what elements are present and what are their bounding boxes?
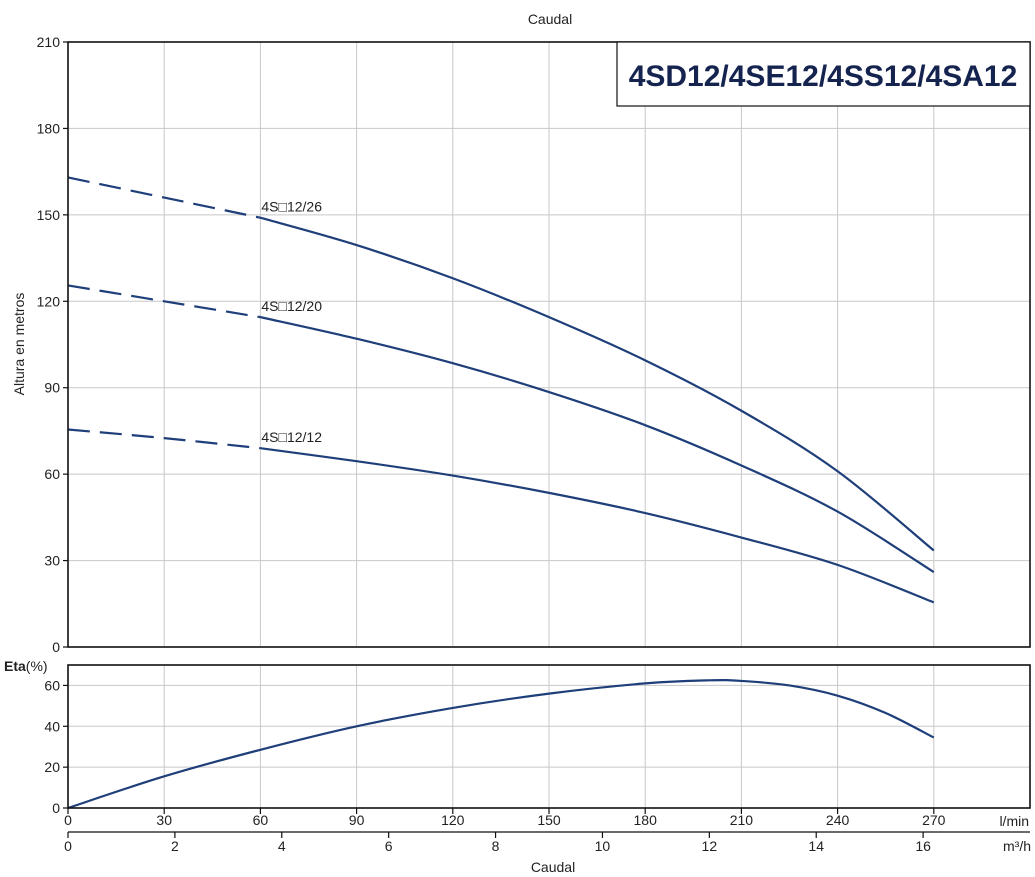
x-tick-label-lmin: 240 (826, 812, 850, 828)
eta-unit: (%) (26, 658, 48, 674)
head-curve-extrapolated (67, 176, 261, 219)
head-y-tick-label: 210 (37, 34, 61, 50)
efficiency-curve (67, 679, 935, 810)
efficiency-curves (67, 679, 935, 810)
head-y-tick-label: 150 (37, 207, 61, 223)
x-tick-label-lmin: 90 (349, 812, 365, 828)
head-y-ticks: 0 30 60 90 120 150 180 210 (37, 34, 68, 655)
x-tick-label-m3h: 14 (808, 838, 824, 854)
head-curve (260, 447, 935, 604)
x-axis-lmin: 0 30 60 90 120 150 180 210 240 270 l/min (64, 808, 1029, 829)
model-title: 4SD12/4SE12/4SS12/4SA12 (629, 60, 1018, 93)
head-curve (260, 316, 935, 574)
x-tick-label-m3h: 2 (171, 838, 179, 854)
eta-label: Eta (4, 658, 26, 674)
x-tick-label-lmin: 150 (537, 812, 561, 828)
x-tick-label-m3h: 4 (278, 838, 286, 854)
x-unit-m3h: m³/h (1003, 838, 1031, 854)
curve-label: 4S□12/12 (261, 429, 322, 445)
head-y-axis-title: Altura en metros (11, 293, 27, 396)
head-y-tick-label: 30 (44, 553, 60, 569)
head-curve-extrapolated (67, 428, 261, 450)
head-y-tick-label: 90 (44, 380, 60, 396)
x-tick-label-lmin: 270 (922, 812, 946, 828)
head-curves: 4S□12/26 4S□12/20 4S□12/12 (67, 176, 935, 604)
model-title-box (616, 41, 1031, 107)
head-curve (260, 216, 935, 552)
x-tick-label-lmin: 60 (253, 812, 269, 828)
x-tick-label-m3h: 0 (64, 838, 72, 854)
head-curve-extrapolated (67, 284, 261, 319)
top-axis-title: Caudal (528, 11, 572, 27)
bottom-axis-title: Caudal (531, 859, 575, 875)
x-tick-label-m3h: 10 (595, 838, 611, 854)
head-y-tick-label: 120 (37, 293, 61, 309)
efficiency-y-axis-title: Eta(%) (4, 658, 48, 674)
x-tick-label-m3h: 8 (492, 838, 500, 854)
eta-y-tick-label: 0 (52, 800, 60, 816)
eta-y-tick-label: 60 (44, 677, 60, 693)
head-y-tick-label: 0 (52, 639, 60, 655)
x-tick-label-lmin: 210 (730, 812, 754, 828)
head-chart-frame (67, 41, 1031, 648)
eta-y-tick-label: 20 (44, 759, 60, 775)
curve-label: 4S□12/26 (261, 199, 322, 215)
x-tick-label-lmin: 180 (634, 812, 658, 828)
head-chart-grid (68, 42, 1031, 647)
x-tick-label-m3h: 6 (385, 838, 393, 854)
eta-y-tick-label: 40 (44, 718, 60, 734)
head-y-tick-label: 60 (44, 466, 60, 482)
efficiency-y-ticks: 0 20 40 60 (44, 677, 68, 816)
x-unit-lmin: l/min (999, 813, 1029, 829)
x-tick-label-lmin: 0 (64, 812, 72, 828)
x-tick-label-m3h: 16 (915, 838, 931, 854)
head-y-tick-label: 180 (37, 120, 61, 136)
efficiency-chart-grid (68, 665, 1031, 808)
x-tick-label-m3h: 12 (702, 838, 718, 854)
x-tick-label-lmin: 30 (156, 812, 172, 828)
x-tick-label-lmin: 120 (441, 812, 465, 828)
x-axis-m3h: 0 2 4 6 8 10 12 14 16 m³/h (64, 831, 1031, 854)
curve-label: 4S□12/20 (261, 298, 322, 314)
